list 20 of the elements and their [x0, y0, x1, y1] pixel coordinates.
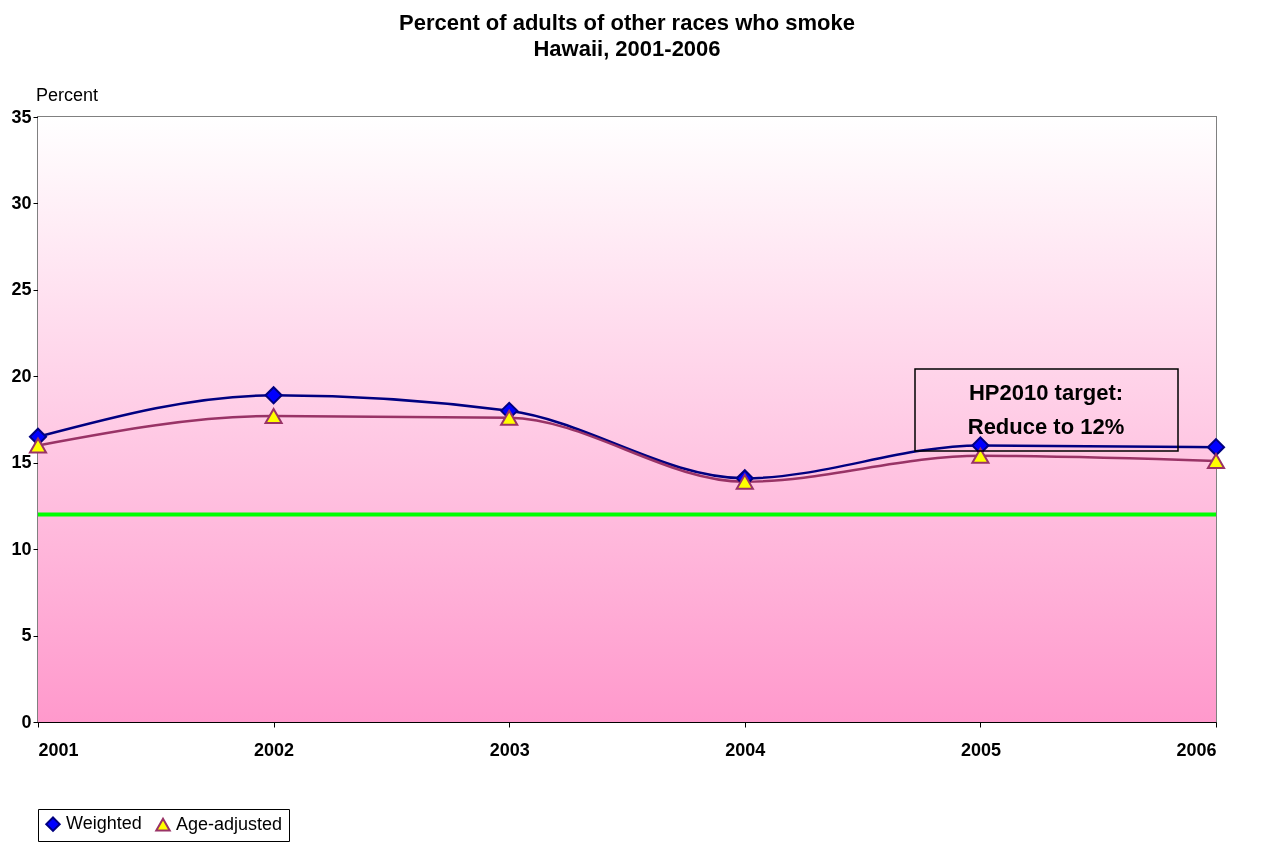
x-tick-label: 2002	[254, 739, 295, 760]
annotation: HP2010 target: Reduce to 12%	[967, 380, 1125, 439]
y-tick-label: 30	[11, 192, 32, 213]
y-tick-label: 35	[11, 106, 32, 127]
x-tick-label: 2003	[489, 739, 530, 760]
y-tick-label: 15	[11, 452, 32, 473]
x-tick-label: 2004	[725, 739, 766, 760]
legend-label: Age-adjusted	[176, 813, 283, 834]
y-tick-label: 0	[21, 711, 32, 732]
y-tick-label: 10	[11, 538, 32, 559]
chart-title: Percent of adults of other races who smoke	[398, 10, 856, 35]
x-tick-label: 2001	[38, 739, 79, 760]
legend-label: Weighted	[66, 813, 142, 834]
y-tick-label: 5	[21, 625, 32, 646]
x-tick-label: 2006	[1176, 739, 1217, 760]
y-axis-title: Percent	[35, 85, 98, 105]
y-tick-label: 25	[11, 279, 32, 300]
y-tick-label: 20	[11, 365, 32, 386]
chart-subtitle: Hawaii, 2001-2006	[533, 36, 721, 61]
x-tick-label: 2005	[960, 739, 1001, 760]
